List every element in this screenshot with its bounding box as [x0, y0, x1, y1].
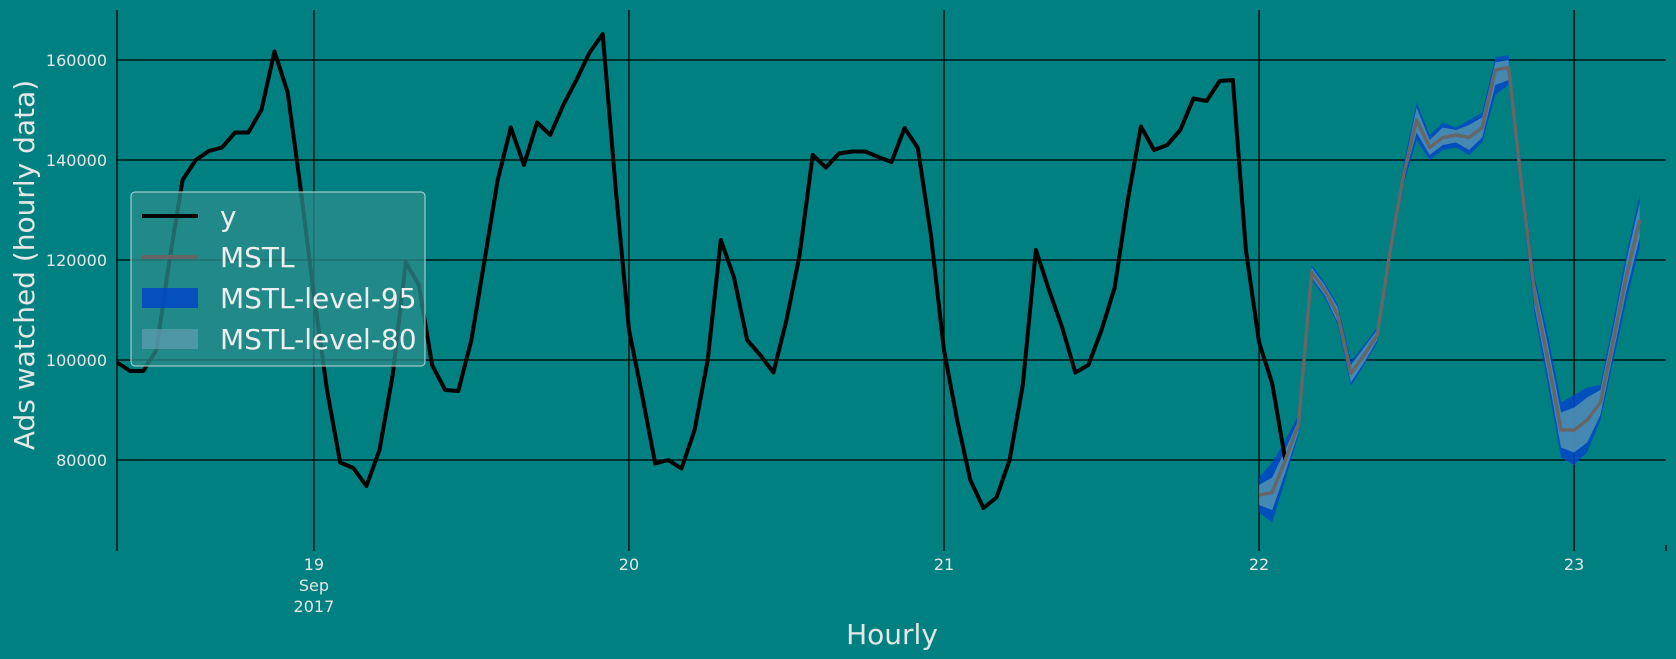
y-tick-label: 100000	[46, 351, 107, 370]
x-tick-label: 20	[619, 555, 639, 574]
tick-labels: 80000 100000 120000 140000 160000 19 Sep 2017 20…	[46, 51, 1584, 616]
x-tick-sublabel: Sep	[299, 576, 329, 595]
x-axis-label: Hourly	[846, 618, 938, 651]
legend-patch-mstl-level-95	[142, 288, 198, 308]
x-tick-label: 23	[1564, 555, 1584, 574]
legend-label: MSTL-level-95	[220, 282, 417, 315]
series-line-mstl	[1258, 65, 1642, 497]
band-mstl-level-95	[1259, 55, 1640, 523]
x-tick-sublabel: 2017	[294, 597, 335, 616]
x-tick-label: 22	[1249, 555, 1269, 574]
legend-box	[130, 191, 426, 367]
confidence-bands	[1259, 55, 1640, 523]
legend-label: MSTL	[220, 241, 295, 274]
x-tick-label: 19	[304, 555, 324, 574]
y-tick-label: 80000	[56, 451, 107, 470]
y-tick-label: 140000	[46, 151, 107, 170]
legend-patch-mstl-level-80	[142, 329, 198, 349]
y-axis-label: Ads watched (hourly data)	[8, 80, 41, 450]
legend-label: y	[220, 200, 237, 233]
legend: y MSTL MSTL-level-95 MSTL-level-80	[130, 191, 426, 367]
y-tick-label: 120000	[46, 251, 107, 270]
x-tick-label: 21	[934, 555, 954, 574]
y-tick-label: 160000	[46, 51, 107, 70]
axes	[116, 10, 1667, 551]
legend-label: MSTL-level-80	[220, 323, 417, 356]
